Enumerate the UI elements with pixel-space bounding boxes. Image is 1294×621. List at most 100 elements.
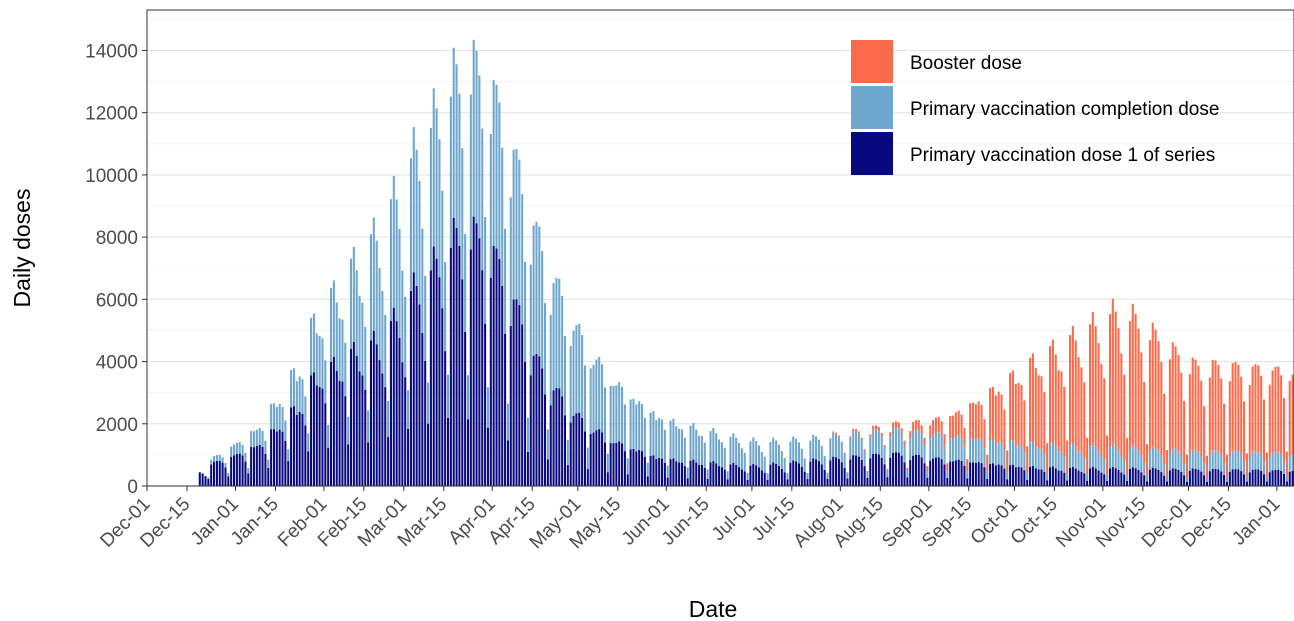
bar-segment: [295, 415, 298, 486]
bar-segment: [1285, 451, 1288, 477]
bar-segment: [1237, 364, 1240, 452]
bar-segment: [330, 361, 333, 486]
bar-segment: [855, 455, 858, 486]
bar-segment: [860, 437, 863, 440]
bar-segment: [1163, 393, 1166, 464]
bar-segment: [1248, 457, 1251, 473]
bar-segment: [1288, 471, 1291, 486]
bar-segment: [247, 468, 250, 474]
bar-segment: [618, 382, 621, 442]
bar-segment: [943, 464, 946, 486]
bar-segment: [332, 357, 335, 486]
bar-segment: [395, 199, 398, 322]
bar-segment: [347, 416, 350, 445]
bar-segment: [524, 261, 527, 362]
bar-segment: [338, 318, 341, 381]
bar-segment: [943, 445, 946, 465]
bar-segment: [1163, 463, 1166, 476]
bar-segment: [886, 470, 889, 478]
bar-segment: [683, 437, 686, 467]
bar-segment: [874, 453, 878, 486]
bar-segment: [578, 412, 581, 486]
bar-segment: [281, 407, 284, 432]
bar-segment: [740, 469, 743, 486]
bar-segment: [275, 431, 278, 486]
bar-segment: [1208, 377, 1211, 455]
bar-segment: [1071, 325, 1074, 443]
bar-segment: [498, 258, 501, 486]
bar-segment: [954, 412, 957, 437]
legend-key: [851, 132, 893, 175]
bar-segment: [455, 228, 458, 486]
bar-segment: [1251, 469, 1254, 486]
bar-segment: [1183, 475, 1186, 486]
bar-segment: [589, 434, 592, 486]
bar-segment: [466, 375, 470, 420]
bar-segment: [484, 323, 487, 486]
bar-segment: [889, 437, 892, 458]
bar-segment: [244, 461, 247, 486]
bar-segment: [769, 442, 772, 465]
bar-segment: [392, 307, 395, 486]
bar-segment: [929, 438, 932, 461]
bar-segment: [501, 147, 504, 286]
bar-segment: [227, 476, 230, 486]
bar-segment: [1017, 382, 1020, 446]
bar-segment: [832, 431, 835, 433]
bar-segment: [846, 472, 849, 479]
bar-segment: [980, 440, 983, 464]
bar-segment: [1271, 453, 1274, 471]
bar-segment: [783, 472, 786, 486]
bar-segment: [837, 458, 840, 486]
bar-segment: [726, 479, 729, 486]
bar-segment: [763, 472, 766, 486]
bar-segment: [1080, 471, 1083, 486]
bar-segment: [692, 459, 695, 486]
bar-segment: [940, 459, 943, 486]
bar-segment: [252, 431, 256, 448]
bar-segment: [909, 439, 912, 460]
bar-segment: [215, 455, 218, 461]
bar-segment: [210, 459, 213, 465]
bar-segment: [678, 462, 681, 486]
bar-segment: [1146, 481, 1149, 486]
bar-segment: [1183, 400, 1186, 464]
bar-segment: [934, 417, 937, 433]
bar-segment: [1117, 469, 1120, 486]
bar-segment: [526, 452, 529, 486]
bar-segment: [1051, 441, 1054, 467]
bar-segment: [946, 470, 949, 479]
bar-segment: [344, 342, 347, 397]
bar-segment: [937, 457, 940, 486]
bar-segment: [427, 423, 430, 486]
bar-segment: [1185, 481, 1189, 486]
bar-segment: [401, 362, 404, 486]
bar-segment: [877, 430, 880, 455]
bar-segment: [835, 457, 838, 486]
bar-segment: [361, 375, 364, 486]
bar-segment: [700, 435, 703, 465]
bar-segment: [592, 364, 595, 433]
bar-segment: [318, 387, 321, 486]
bar-segment: [1288, 455, 1291, 472]
bar-segment: [395, 321, 398, 486]
bar-segment: [432, 88, 435, 247]
bar-segment: [1046, 480, 1049, 486]
bar-segment: [1003, 409, 1006, 451]
bar-segment: [723, 447, 726, 470]
bar-segment: [1006, 471, 1009, 480]
bar-segment: [795, 438, 798, 462]
bar-segment: [777, 444, 781, 466]
bar-segment: [609, 385, 612, 444]
bar-segment: [435, 258, 438, 486]
bar-segment: [997, 464, 1000, 486]
bar-segment: [1066, 473, 1069, 481]
bar-segment: [994, 395, 997, 444]
bar-segment: [392, 176, 395, 308]
bar-segment: [803, 471, 806, 486]
bar-segment: [224, 463, 227, 468]
bar-segment: [1029, 442, 1032, 467]
bar-segment: [1243, 461, 1246, 475]
bar-segment: [581, 417, 584, 486]
bar-segment: [424, 275, 427, 361]
